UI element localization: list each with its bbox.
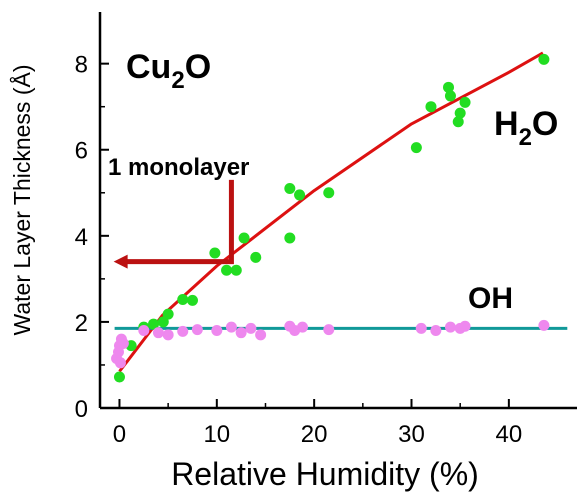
point-oh — [538, 319, 550, 331]
y-ticks: 0 2 4 6 8 — [75, 52, 109, 423]
y-tick-label: 0 — [75, 396, 88, 423]
point-h2o — [454, 107, 466, 119]
point-oh — [323, 324, 335, 336]
point-oh — [444, 321, 456, 333]
point-h2o — [238, 232, 250, 244]
y-axis-title: Water Layer Thickness (Å) — [8, 65, 35, 336]
point-oh — [245, 322, 257, 334]
point-oh — [296, 321, 308, 333]
point-h2o — [230, 264, 242, 276]
point-h2o — [113, 371, 125, 383]
point-h2o — [284, 182, 296, 194]
point-oh — [162, 329, 174, 341]
fit-lines — [114, 51, 568, 373]
point-h2o — [186, 294, 198, 306]
y-tick-label: 6 — [75, 138, 88, 165]
point-h2o — [209, 247, 221, 259]
plot-frame — [98, 12, 577, 410]
oh-label: OH — [468, 282, 513, 315]
y-tick-label: 8 — [75, 52, 88, 79]
point-h2o — [177, 294, 189, 306]
y-tick-label: 2 — [75, 310, 88, 337]
point-h2o — [323, 187, 335, 199]
point-oh — [191, 324, 203, 336]
x-axis-title: Relative Humidity (%) — [171, 456, 479, 492]
point-h2o — [294, 189, 306, 201]
point-oh — [430, 325, 442, 337]
x-tick-label: 30 — [398, 421, 425, 448]
x-tick-label: 20 — [301, 421, 328, 448]
point-oh — [415, 322, 427, 334]
point-h2o — [148, 318, 160, 330]
point-oh — [235, 327, 247, 339]
point-oh — [138, 325, 150, 337]
point-oh — [225, 321, 237, 333]
x-ticks: 0 10 20 30 40 — [113, 399, 522, 448]
monolayer-arrow — [113, 179, 234, 269]
point-h2o — [538, 53, 550, 65]
point-oh — [255, 329, 267, 341]
point-h2o — [444, 90, 456, 102]
monolayer-label: 1 monolayer — [108, 154, 249, 181]
point-oh — [117, 337, 129, 349]
y-tick-label: 4 — [75, 224, 88, 251]
arrow-shaft — [125, 179, 234, 265]
point-h2o — [410, 142, 422, 154]
point-h2o — [250, 251, 262, 263]
point-oh — [211, 325, 223, 337]
point-h2o — [284, 232, 296, 244]
point-oh — [459, 320, 471, 332]
h2o-label: H2O — [494, 105, 558, 151]
point-h2o — [459, 96, 471, 108]
point-h2o — [452, 116, 464, 128]
material-label: Cu2O — [126, 48, 211, 94]
point-oh — [152, 327, 164, 339]
x-tick-label: 0 — [113, 421, 126, 448]
point-h2o — [425, 101, 437, 113]
x-tick-label: 40 — [496, 421, 523, 448]
data-points — [111, 53, 550, 383]
arrow-head — [113, 254, 128, 269]
point-h2o — [221, 264, 233, 276]
point-h2o — [443, 81, 455, 93]
point-oh — [177, 325, 189, 337]
point-h2o — [162, 308, 174, 320]
x-tick-label: 10 — [203, 421, 230, 448]
fit-line — [118, 51, 544, 373]
point-oh — [114, 357, 126, 369]
